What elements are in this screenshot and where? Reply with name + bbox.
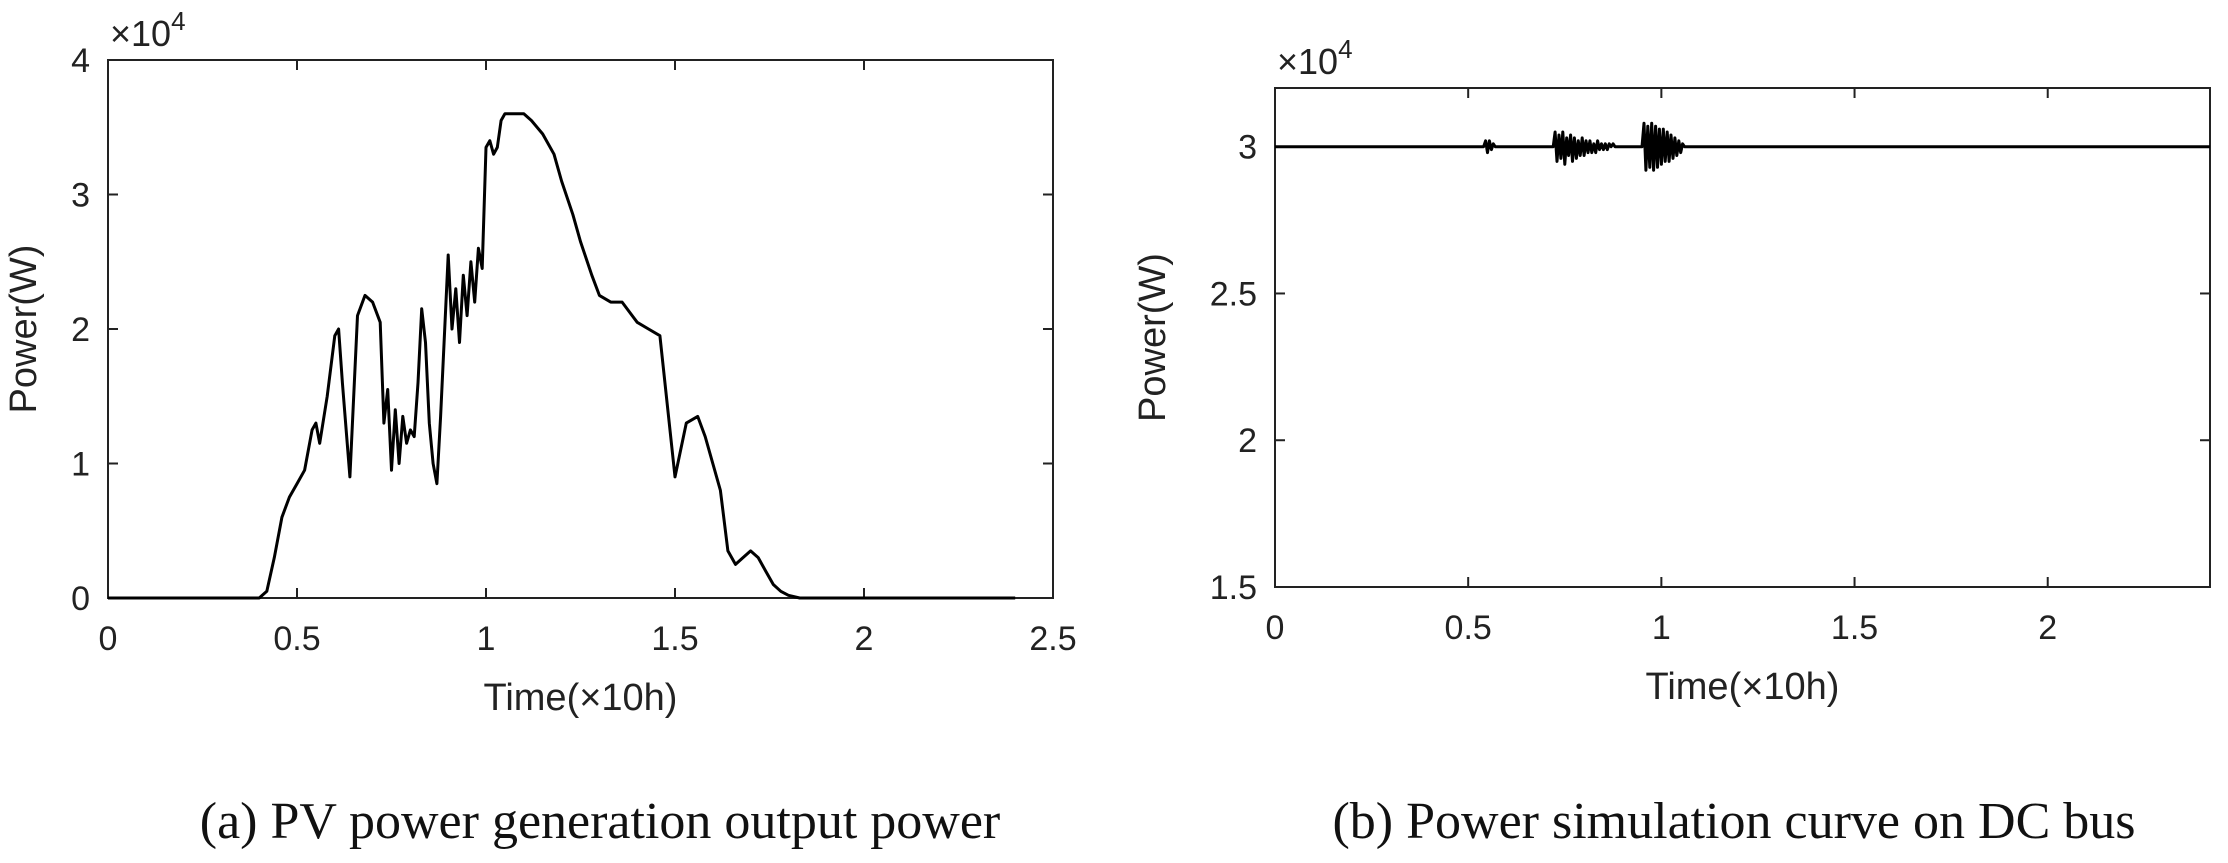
x-tick-label: 0 [1266,609,1285,647]
y-tick-label: 0 [71,580,90,618]
plot-frame [1274,87,2211,588]
y-multiplier-exponent: 4 [171,6,185,36]
y-multiplier: ×104 [110,6,186,54]
x-tick-label: 2 [855,620,874,658]
y-axis-label: Power(W) [1132,253,1174,422]
y-tick-label: 2 [1238,422,1257,460]
figure-caption: (a) PV power generation output power [200,793,1001,850]
y-tick-label: 4 [71,42,90,80]
y-multiplier: ×104 [1277,34,1353,82]
x-axis-label: Time(×10h) [484,677,678,719]
series-line-0 [1275,121,2210,172]
x-tick-label: 2 [2038,609,2057,647]
y-multiplier-base: ×10 [110,13,171,54]
y-tick-label: 2 [71,311,90,349]
chart-panel-b: 0 0.5 1 1.5 2 1.5 2 2.5 3 ×104 Time(×10h) Power(W) (… [1132,34,2211,850]
x-tick-label: 2.5 [1029,620,1076,658]
y-tick-label: 2.5 [1210,275,1257,313]
x-tick-label: 0.5 [1445,609,1492,647]
x-tick-label: 1.5 [651,620,698,658]
x-tick-label: 0 [99,620,118,658]
y-axis-label: Power(W) [3,245,45,414]
y-multiplier-exponent: 4 [1338,34,1352,64]
y-tick-label: 3 [1238,129,1257,167]
y-multiplier-base: ×10 [1277,41,1338,82]
y-tick-label: 1 [71,446,90,484]
plot-frame [107,59,1054,599]
x-tick-label: 1 [1652,609,1671,647]
y-tick-label: 3 [71,177,90,215]
x-tick-label: 1 [477,620,496,658]
chart-panel-a: 0 0.5 1 1.5 2 2.501234×104Time(×10h)Power(W)(… [3,6,1077,850]
x-axis-label: Time(×10h) [1646,666,1840,708]
figure-caption: (b) Power simulation curve on DC bus [1332,793,2135,850]
x-tick-label: 1.5 [1831,609,1878,647]
y-tick-label: 1.5 [1210,569,1257,607]
x-tick-label: 0.5 [273,620,320,658]
series-line-0 [108,112,1016,600]
